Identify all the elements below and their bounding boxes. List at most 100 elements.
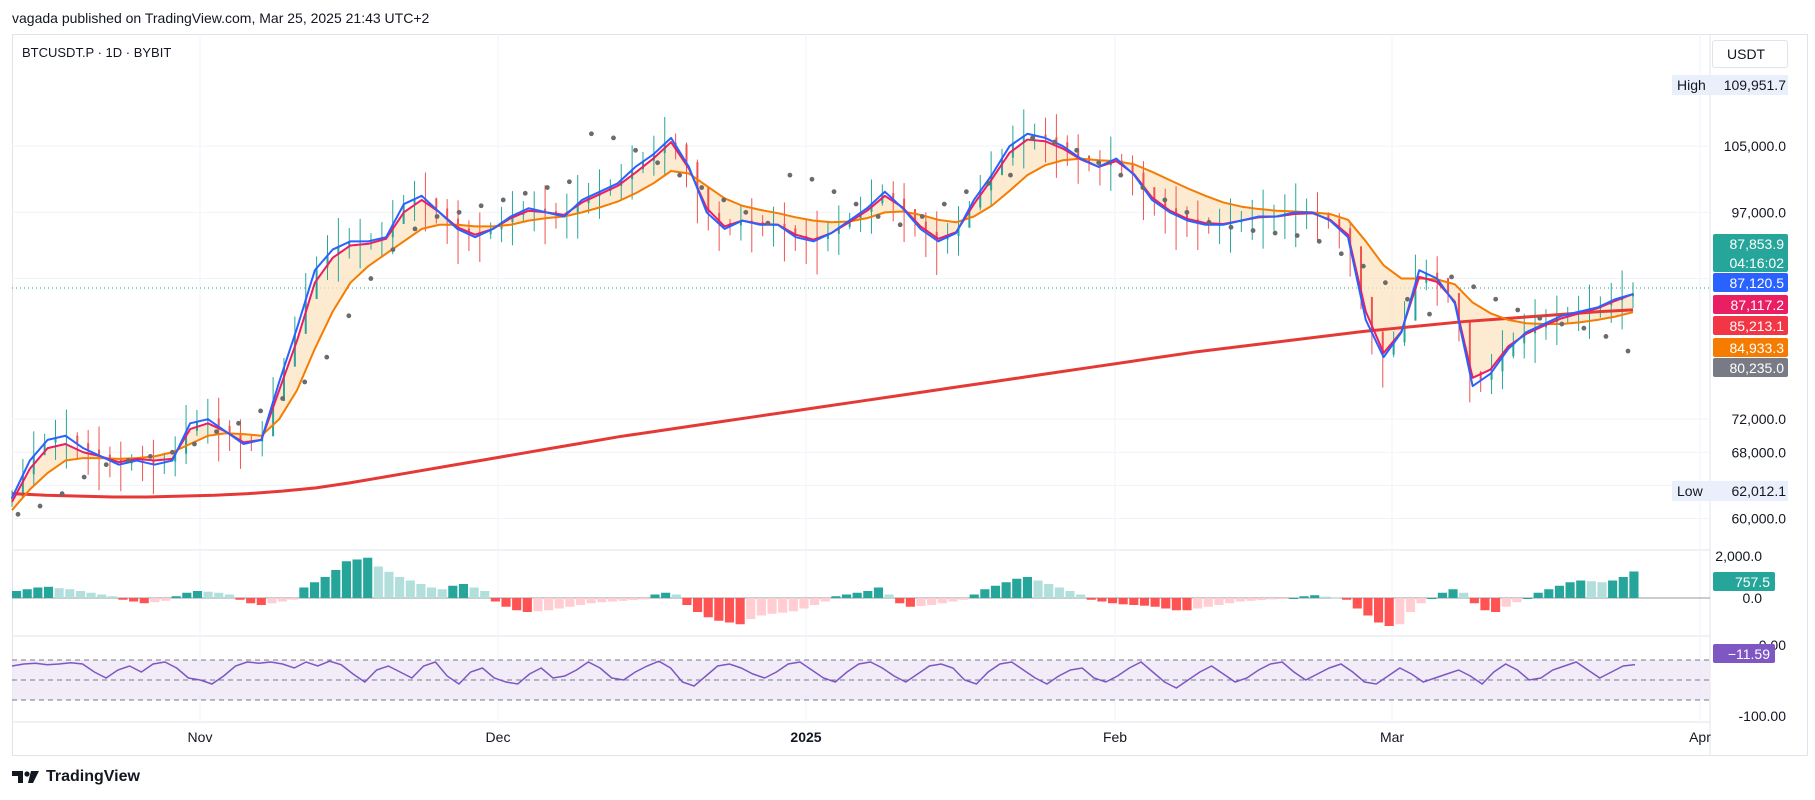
candle-body (783, 223, 786, 229)
rsi-line (11, 660, 1636, 689)
macd-bar (192, 591, 203, 598)
macd-bar (267, 598, 277, 604)
rsi-value: −11.59 (1728, 646, 1770, 662)
macd-bar (490, 598, 500, 602)
macd-bar (363, 557, 373, 598)
candle-body (1512, 343, 1515, 357)
time-tick-label: Nov (188, 729, 213, 745)
macd-bar (671, 594, 681, 598)
macd-bar (129, 598, 139, 602)
macd-bar (203, 591, 213, 598)
macd-bar (544, 598, 554, 611)
macd-bar (597, 598, 607, 603)
macd-bar (1629, 571, 1639, 598)
sar-dot (897, 222, 903, 228)
macd-bar (959, 598, 969, 600)
macd-bar (969, 594, 979, 598)
candle-body (326, 254, 329, 268)
price-tag-bg (1713, 295, 1788, 314)
ema-band (12, 139, 1633, 511)
macd-bar (1310, 595, 1320, 598)
sar-dot (1559, 321, 1565, 327)
candle-body (1381, 331, 1384, 355)
price-tag-value: 80,235.0 (1730, 360, 1785, 376)
high-label: High 109,951.7 (1672, 75, 1788, 95)
macd-bar (1395, 598, 1405, 625)
macd-bar (97, 594, 107, 598)
macd-bar (437, 589, 447, 598)
price-tag-bg (1713, 338, 1788, 357)
macd-bar (341, 561, 351, 598)
macd-bar (1235, 598, 1245, 602)
macd-bar (629, 598, 639, 601)
macd-bar (1373, 598, 1384, 623)
macd-bar (12, 591, 22, 598)
candle-body (98, 449, 101, 455)
macd-bar (1203, 598, 1213, 607)
sar-dot (412, 226, 418, 232)
currency-selector[interactable]: USDT (1712, 40, 1788, 68)
sar-dot (919, 214, 925, 219)
candle-body (935, 231, 938, 240)
macd-bar (948, 598, 958, 602)
candle-body (282, 366, 285, 401)
sar-dot (1052, 139, 1057, 145)
macd-bar (565, 598, 575, 607)
price-tag: 87,120.5 (1713, 273, 1788, 292)
macd-bar (1267, 598, 1277, 600)
macd-bar (182, 592, 192, 598)
sar-dot (1184, 209, 1190, 215)
macd-bar (873, 587, 884, 598)
rsi-value-tag: −11.59 (1713, 644, 1775, 663)
macd-bar (1576, 580, 1586, 598)
candle-body (848, 219, 851, 228)
low-label: Low 62,012.1 (1672, 481, 1788, 501)
macd-bar (799, 598, 809, 609)
sar-dot (831, 189, 837, 195)
sar-dot (147, 454, 153, 459)
sar-dot (677, 172, 683, 178)
time-tick-label: Mar (1380, 729, 1404, 745)
sar-dot (1515, 307, 1521, 313)
candle-body (892, 193, 895, 199)
sar-dot (986, 181, 991, 186)
macd-bar (1225, 598, 1235, 604)
symbol-legend[interactable]: BTCUSDT.P · 1D · BYBIT (22, 45, 172, 60)
rsi-panel: 0.00-100.00−11.59 (11, 637, 1786, 724)
ema-fast-line (11, 132, 1634, 499)
sar-dot (81, 474, 87, 480)
time-tick-label: 2025 (790, 729, 821, 745)
macd-bar (118, 598, 128, 600)
candle-body (457, 218, 460, 229)
sar-dot (1360, 263, 1366, 269)
candle-body (696, 162, 699, 188)
low-label-caption: Low (1677, 483, 1704, 499)
sar-dot (655, 160, 660, 166)
macd-bar (65, 589, 75, 598)
macd-bar (54, 588, 64, 598)
macd-bar (533, 598, 543, 612)
price-tag: 87,117.2 (1713, 295, 1788, 314)
tradingview-brand[interactable]: TradingView (12, 768, 140, 786)
last-price-tag: 87,853.9 04:16:02 (1713, 234, 1788, 272)
macd-bar (1491, 598, 1501, 612)
sar-dot (434, 214, 440, 219)
macd-bar (320, 577, 330, 598)
sar-dot (236, 420, 241, 426)
candle-body (185, 430, 188, 454)
high-label-bg (1672, 75, 1788, 95)
macd-bar (1448, 589, 1458, 598)
macd-bar (937, 598, 947, 604)
macd-bar (1278, 598, 1288, 599)
sar-dot (875, 214, 881, 219)
macd-bar (778, 598, 788, 613)
sar-dot (611, 135, 616, 141)
candle-body (152, 461, 155, 464)
candle-body (990, 175, 993, 191)
macd-bar (480, 591, 490, 598)
sar-dot (1228, 224, 1234, 230)
macd-bar (682, 598, 692, 605)
macd-bar (1427, 598, 1437, 599)
